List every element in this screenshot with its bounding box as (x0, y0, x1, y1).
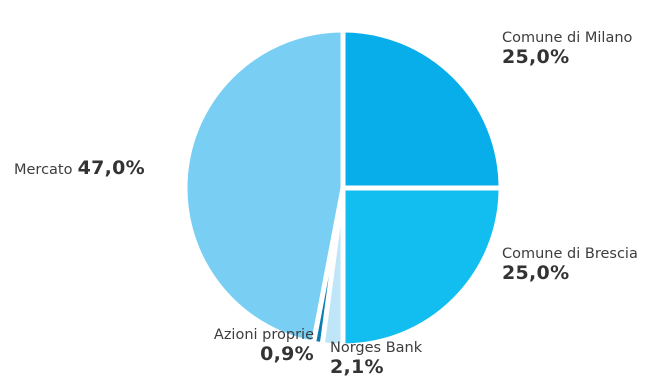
label-value: 25,0% (502, 261, 570, 284)
label-name: Norges Bank (330, 340, 423, 356)
pie-slices (182, 27, 504, 349)
label-mercato: Mercato 47,0% (14, 157, 146, 180)
label-name: Comune di Milano (502, 30, 633, 46)
pie-slice-mercato (182, 27, 346, 346)
label-value: 47,0% (77, 157, 146, 179)
label-name: Azioni proprie (213, 327, 314, 343)
pie-slice-comune-di-milano (340, 27, 504, 191)
label-name: Mercato (14, 162, 73, 178)
label-value: 25,0% (502, 45, 570, 68)
label-name: Comune di Brescia (502, 246, 638, 262)
label-value: 2,1% (330, 355, 384, 378)
label-azioni-proprie: Azioni proprie 0,9% (186, 327, 314, 366)
label-comune-di-brescia: Comune di Brescia 25,0% (502, 246, 638, 285)
pie-slice-comune-di-brescia (340, 185, 504, 349)
label-norges-bank: Norges Bank 2,1% (330, 340, 422, 379)
label-comune-di-milano: Comune di Milano 25,0% (502, 30, 632, 69)
label-value: 0,9% (260, 342, 314, 365)
